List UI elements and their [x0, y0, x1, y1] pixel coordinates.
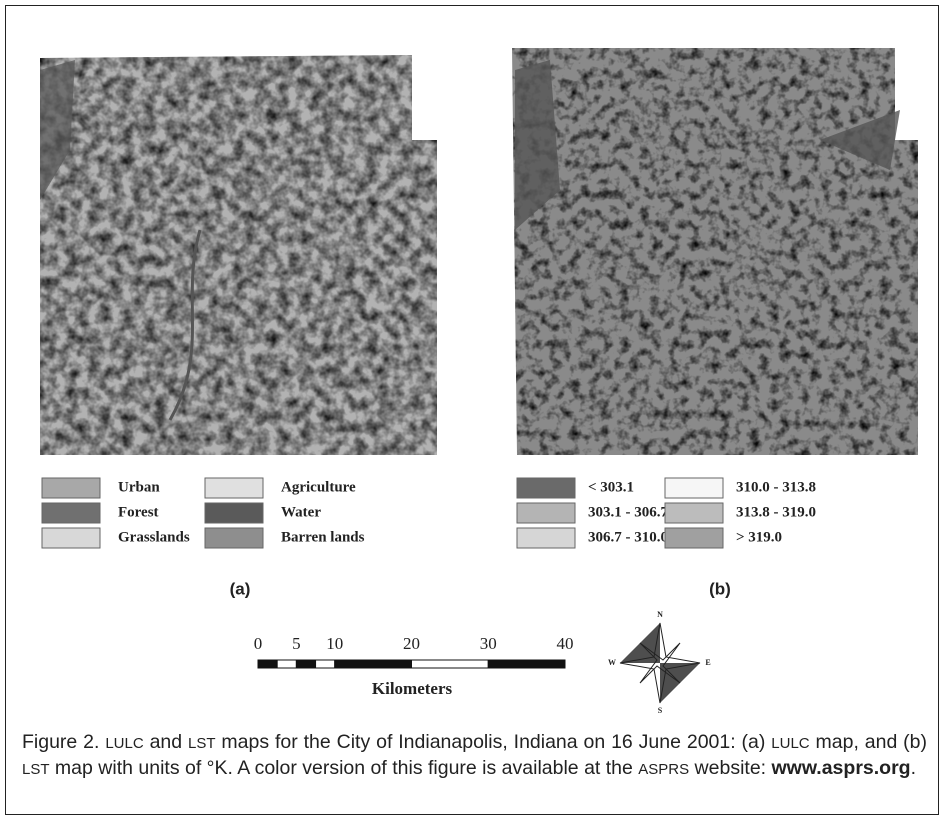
scale-segment: [488, 660, 565, 668]
caption-text: website:: [689, 757, 771, 779]
caption-text: LST: [188, 735, 216, 752]
legend-swatch: [517, 528, 575, 548]
caption-text: .: [911, 757, 916, 779]
legend-swatch: [517, 478, 575, 498]
map-b: [512, 48, 918, 455]
caption-text: maps for the City of Indianapolis, India…: [216, 731, 772, 753]
legend-label: Urban: [118, 479, 160, 495]
legend-swatch: [42, 528, 100, 548]
legend-swatch: [42, 478, 100, 498]
scale-tick-label: 10: [326, 634, 343, 653]
legend-label: Water: [281, 504, 321, 520]
scale-tick-label: 0: [254, 634, 263, 653]
legend-label: Barren lands: [281, 529, 365, 545]
caption-text: LULC: [105, 735, 143, 752]
legend-label: Grasslands: [118, 529, 190, 545]
legend-label: > 319.0: [736, 529, 782, 545]
panel-label: (b): [709, 579, 731, 598]
caption-text: LST: [22, 761, 50, 778]
caption: Figure 2. LULC and LST maps for the City…: [22, 730, 927, 782]
legend-swatch: [665, 528, 723, 548]
caption-text: map, and (b): [810, 731, 927, 753]
legend-label: 306.7 - 310.0: [588, 529, 668, 545]
panel-label: (a): [230, 579, 251, 598]
compass-label: E: [705, 658, 710, 667]
legend-a: Urban Forest Grasslands Agriculture Water Bar…: [42, 478, 365, 548]
legend-swatch: [205, 528, 263, 548]
legend-swatch: [205, 478, 263, 498]
legend-label: 310.0 - 313.8: [736, 479, 816, 495]
compass-label: S: [658, 706, 663, 715]
scale-segment: [412, 660, 489, 668]
legend-b: < 303.1 303.1 - 306.7 306.7 - 310.0 310.0 -…: [517, 478, 816, 548]
legend-label: Forest: [118, 504, 159, 520]
legend-label: 313.8 - 319.0: [736, 504, 816, 520]
scale-segment: [316, 660, 335, 668]
caption-text: ASPRS: [638, 761, 689, 778]
map-a: [40, 55, 437, 470]
legend-swatch: [665, 478, 723, 498]
caption-text: and: [144, 731, 188, 753]
caption-text: map with units of °K. A color version of…: [50, 757, 639, 779]
legend-swatch: [517, 503, 575, 523]
scale-bar: 0 5 10 20 30 40: [254, 634, 574, 668]
legend-swatch: [205, 503, 263, 523]
legend-label: Agriculture: [281, 479, 356, 495]
caption-text: www.asprs.org: [772, 757, 911, 779]
legend-swatch: [42, 503, 100, 523]
scale-tick-label: 5: [292, 634, 301, 653]
legend-label: < 303.1: [588, 479, 634, 495]
scale-segment: [277, 660, 296, 668]
caption-text: Figure 2.: [22, 731, 105, 753]
compass-label: N: [657, 610, 663, 619]
scale-segment: [258, 660, 277, 668]
scale-unit: Kilometers: [372, 679, 453, 698]
scale-segment: [335, 660, 412, 668]
scale-tick-label: 30: [480, 634, 497, 653]
legend-label: 303.1 - 306.7: [588, 504, 668, 520]
compass-label: W: [608, 658, 616, 667]
scale-tick-label: 20: [403, 634, 420, 653]
scale-tick-label: 40: [557, 634, 574, 653]
scale-segment: [296, 660, 315, 668]
figure: Urban Forest Grasslands Agriculture Water Bar…: [0, 0, 948, 720]
legend-swatch: [665, 503, 723, 523]
caption-text: LULC: [771, 735, 809, 752]
compass: N E S W: [608, 610, 711, 715]
